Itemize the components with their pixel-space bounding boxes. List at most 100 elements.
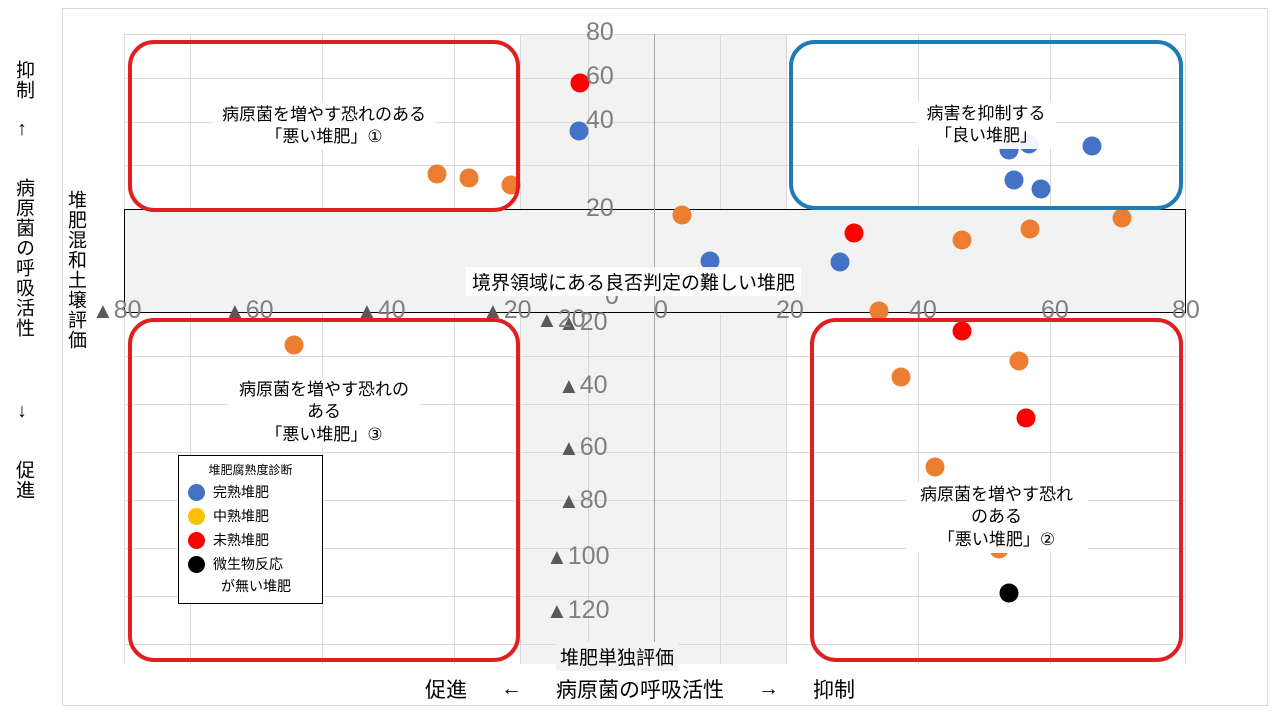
x-tick-right: 20 [776, 296, 804, 324]
legend[interactable]: 堆肥腐熟度診断 完熟堆肥 中熟堆肥 未熟堆肥 微生物反応 が無い堆肥 [178, 455, 323, 604]
x-axis-right-arrow-icon: → [758, 677, 779, 700]
callout-bad-compost-3[interactable]: 病原菌を増やす恐れのある 「悪い堆肥」③ [128, 318, 520, 662]
legend-item-chujuku[interactable]: 中熟堆肥 [188, 506, 315, 526]
triangle-icon: ▲ [558, 373, 580, 398]
data-point [1016, 408, 1036, 428]
triangle-icon: ▲ [558, 488, 580, 513]
gridline-v [720, 34, 721, 664]
y-axis-up-arrow-icon: ↑ [11, 118, 33, 141]
gridline-h [124, 165, 1186, 166]
band-right-edge [1185, 209, 1186, 313]
y-tick-lower: ▲60 [558, 433, 608, 461]
x-axis-left-arrow-icon: ← [501, 677, 522, 700]
legend-item-kanjuku[interactable]: 完熟堆肥 [188, 482, 315, 502]
x-axis-right-label: 抑制 [813, 679, 855, 702]
x-axis-title-row: 促進 ← 病原菌の呼吸活性 → 抑制 [0, 674, 1280, 704]
callout-good-compost[interactable]: 病害を抑制する 「良い堆肥」 [789, 40, 1183, 210]
data-point [1004, 170, 1024, 190]
data-point [284, 335, 304, 355]
data-point [891, 367, 911, 387]
gridline-h [124, 452, 1186, 453]
legend-label: 完熟堆肥 [213, 484, 269, 500]
data-point [1020, 219, 1040, 239]
x-tick-strip: ▲20 [536, 305, 586, 333]
gridline-h [124, 356, 1186, 357]
y-tick-upper: 20 [586, 194, 614, 222]
data-point [830, 252, 850, 272]
x-tick-right: 80 [1172, 296, 1200, 324]
legend-label: 未熟堆肥 [213, 532, 269, 548]
boundary-band-caption: 境界領域にある良否判定の難しい堆肥 [466, 267, 802, 296]
legend-title: 堆肥腐熟度診断 [208, 463, 293, 477]
gridline-v [786, 34, 787, 664]
center-vertical-axis [654, 34, 655, 664]
data-point [569, 121, 589, 141]
data-point [1031, 179, 1051, 199]
y-tick-lower: ▲100 [546, 542, 610, 570]
data-point [672, 205, 692, 225]
y-axis-inner-title: 堆肥混和土壌評価 [65, 190, 86, 350]
gridline-v [322, 34, 323, 664]
y-tick-upper: 40 [586, 106, 614, 134]
triangle-icon: ▲ [482, 298, 504, 323]
legend-item-no-reaction[interactable]: 微生物反応 [188, 554, 315, 574]
gridline-v [124, 34, 125, 664]
gridline-h [124, 404, 1186, 405]
legend-swatch-blue-icon [188, 483, 205, 501]
legend-item-mijuku[interactable]: 未熟堆肥 [188, 530, 315, 550]
callout-bad-compost-3-text: 病原菌を増やす恐れのある 「悪い堆肥」③ [228, 377, 420, 449]
callout-bad-compost-1[interactable]: 病原菌を増やす恐れのある 「悪い堆肥」① [128, 40, 520, 212]
legend-swatch-yellow-icon [188, 507, 205, 525]
band-left-edge [124, 209, 125, 313]
data-point [700, 251, 720, 271]
y-axis-outer-bottom-label: 促進 [13, 460, 34, 500]
strip-title: 堆肥単独評価 [556, 642, 679, 671]
gridline-h [124, 122, 1186, 123]
data-point [952, 230, 972, 250]
center-axis-strip [520, 34, 786, 664]
gridline-h [124, 34, 1186, 35]
x-axis-left-label: 促進 [425, 679, 467, 702]
triangle-icon: ▲ [224, 298, 246, 323]
legend-label: 微生物反応 [213, 556, 283, 572]
callout-bad-compost-2-text: 病原菌を増やす恐れのある 「悪い堆肥」② [905, 482, 1088, 554]
gridline-h [124, 596, 1186, 597]
data-point [570, 73, 590, 93]
triangle-icon: ▲ [536, 307, 558, 332]
data-point [427, 164, 447, 184]
data-point [1082, 136, 1102, 156]
y-tick-lower: ▲40 [558, 371, 608, 399]
y-tick-lower: ▲20 [558, 308, 608, 336]
triangle-icon: ▲ [92, 298, 114, 323]
gridline-v [1185, 34, 1186, 664]
data-point [999, 583, 1019, 603]
legend-swatch-black-icon [188, 555, 205, 573]
triangle-icon: ▲ [546, 598, 568, 623]
triangle-icon: ▲ [546, 544, 568, 569]
gridline-v [918, 34, 919, 664]
data-point [952, 321, 972, 341]
legend-label-continued: が無い堆肥 [221, 578, 291, 594]
callout-bad-compost-2[interactable]: 病原菌を増やす恐れのある 「悪い堆肥」② [810, 318, 1183, 662]
y-tick-lower: ▲120 [546, 596, 610, 624]
y-tick-upper: 60 [586, 62, 614, 90]
gridline-h [124, 548, 1186, 549]
callout-bad-compost-1-text: 病原菌を増やす恐れのある 「悪い堆肥」① [212, 101, 436, 151]
gridline-v [520, 34, 521, 664]
data-point [1112, 208, 1132, 228]
triangle-icon: ▲ [558, 310, 580, 335]
gridline-v [190, 34, 191, 664]
y-axis-outer-top-label: 抑制 [13, 60, 34, 100]
triangle-icon: ▲ [558, 435, 580, 460]
gridline-h [124, 78, 1186, 79]
x-tick-left: ▲20 [482, 296, 532, 324]
data-point [1009, 351, 1029, 371]
triangle-icon: ▲ [356, 298, 378, 323]
data-point [844, 223, 864, 243]
x-axis-center-title: 病原菌の呼吸活性 [556, 679, 724, 702]
legend-label: 中熟堆肥 [213, 508, 269, 524]
y-axis-outer-title: 病原菌の呼吸活性 [13, 178, 34, 338]
data-point [459, 168, 479, 188]
y-tick-upper: 80 [586, 18, 614, 46]
